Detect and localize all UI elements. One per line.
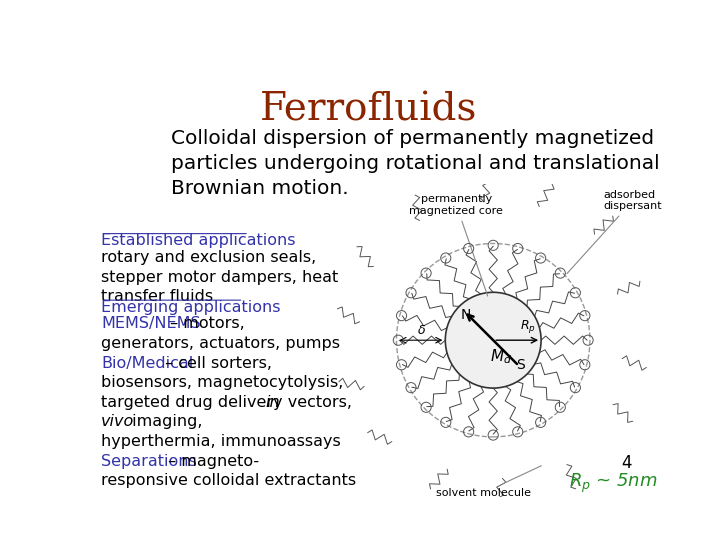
Text: permanently
magnetized core: permanently magnetized core <box>410 194 503 296</box>
Text: responsive colloidal extractants: responsive colloidal extractants <box>101 473 356 488</box>
Text: in: in <box>266 395 280 410</box>
Text: S: S <box>516 358 525 372</box>
Text: 4: 4 <box>621 454 631 472</box>
Text: imaging,: imaging, <box>127 415 202 429</box>
Text: $R_p$ ~ 5nm: $R_p$ ~ 5nm <box>569 471 657 495</box>
Text: hyperthermia, immunoassays: hyperthermia, immunoassays <box>101 434 341 449</box>
Text: MEMS/NEMS: MEMS/NEMS <box>101 316 201 332</box>
Text: N: N <box>460 308 471 322</box>
Text: vivo: vivo <box>101 415 135 429</box>
Text: rotary and exclusion seals,
stepper motor dampers, heat
transfer fluids: rotary and exclusion seals, stepper moto… <box>101 250 338 305</box>
Text: biosensors, magnetocytolysis,: biosensors, magnetocytolysis, <box>101 375 343 390</box>
Text: adsorbed
dispersant: adsorbed dispersant <box>567 190 662 274</box>
Text: – cell sorters,: – cell sorters, <box>160 356 271 371</box>
Text: $R_p$: $R_p$ <box>521 318 536 335</box>
Text: targeted drug delivery vectors,: targeted drug delivery vectors, <box>101 395 357 410</box>
Text: $\delta$: $\delta$ <box>417 324 426 337</box>
Text: Bio/Medical: Bio/Medical <box>101 356 194 371</box>
Text: Emerging applications: Emerging applications <box>101 300 281 315</box>
Circle shape <box>445 292 541 388</box>
Text: $M_d$: $M_d$ <box>490 347 511 366</box>
Text: – motors,: – motors, <box>166 316 245 332</box>
Text: Colloidal dispersion of permanently magnetized
particles undergoing rotational a: Colloidal dispersion of permanently magn… <box>171 129 660 198</box>
Text: Separations: Separations <box>101 454 197 469</box>
Text: Established applications: Established applications <box>101 233 296 248</box>
Text: – magneto-: – magneto- <box>163 454 258 469</box>
Text: solvent molecule: solvent molecule <box>436 465 541 497</box>
Text: generators, actuators, pumps: generators, actuators, pumps <box>101 336 340 351</box>
Text: Ferrofluids: Ferrofluids <box>261 92 477 129</box>
